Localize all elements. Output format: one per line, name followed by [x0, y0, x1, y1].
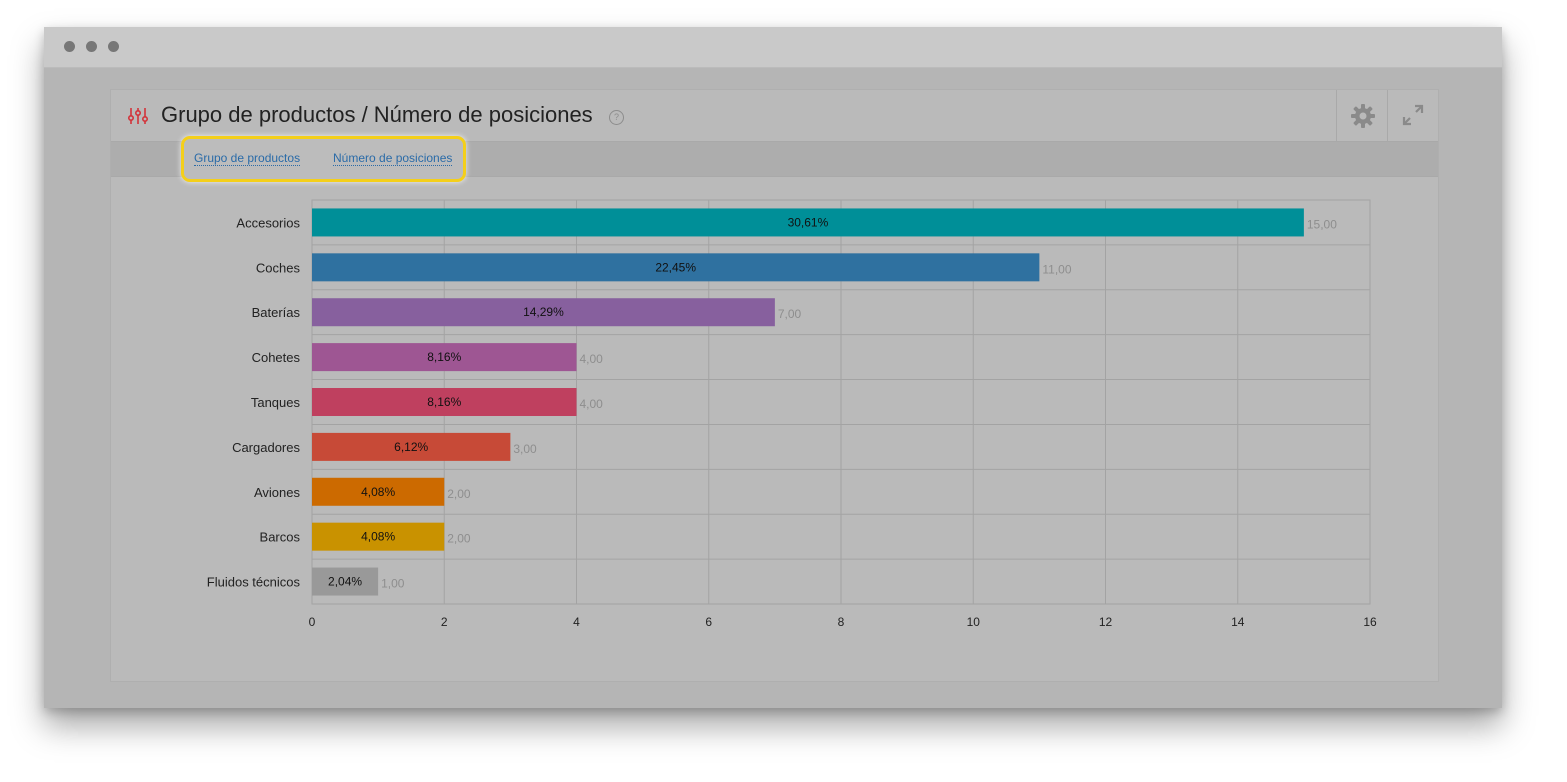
bar-percent-label: 2,04%: [328, 575, 362, 589]
window-titlebar: [44, 27, 1502, 68]
category-label: Aviones: [254, 485, 301, 500]
bar-value-label: 2,00: [447, 532, 471, 546]
x-tick-label: 2: [441, 615, 448, 629]
bar-percent-label: 22,45%: [655, 260, 696, 274]
bar: [312, 208, 1304, 237]
bar-value-label: 3,00: [513, 442, 537, 456]
tab-grupo-de-productos[interactable]: Grupo de productos: [194, 151, 301, 166]
bar-percent-label: 30,61%: [788, 215, 829, 229]
window-maximize-dot[interactable]: [108, 41, 119, 52]
bar-value-label: 2,00: [447, 487, 471, 501]
bar-percent-label: 8,16%: [427, 395, 461, 409]
category-label: Cargadores: [232, 440, 300, 455]
bar-percent-label: 4,08%: [361, 530, 395, 544]
bar-percent-label: 4,08%: [361, 485, 395, 499]
bar-value-label: 1,00: [381, 577, 405, 591]
tab-highlight: Grupo de productos Número de posiciones: [181, 136, 466, 182]
bar-percent-label: 8,16%: [427, 350, 461, 364]
x-tick-label: 8: [838, 615, 845, 629]
gear-icon: [1351, 104, 1375, 128]
expand-button[interactable]: [1387, 90, 1438, 141]
x-tick-label: 14: [1231, 615, 1245, 629]
bar: [312, 343, 577, 372]
bar: [312, 388, 577, 416]
bar: [312, 567, 379, 596]
x-tick-label: 0: [309, 615, 316, 629]
x-tick-label: 4: [573, 615, 580, 629]
chart-panel: Grupo de productos / Número de posicione…: [110, 89, 1439, 682]
category-label: Fluidos técnicos: [207, 575, 301, 590]
bar: [312, 253, 1040, 282]
bar-value-label: 7,00: [778, 307, 802, 321]
bar-chart: 0 2 4 6 8 10 12 14 16 Accesorios 30,61% 15,00 Coches…: [207, 199, 1377, 629]
category-label: Accesorios: [236, 215, 300, 230]
bar: [312, 522, 445, 551]
category-label: Coches: [256, 260, 301, 275]
category-label: Cohetes: [252, 350, 301, 365]
bar-percent-label: 6,12%: [394, 440, 428, 454]
expand-icon: [1402, 104, 1424, 126]
bar-value-label: 4,00: [580, 352, 604, 366]
bar: [312, 477, 445, 506]
window-minimize-dot[interactable]: [86, 41, 97, 52]
sliders-icon[interactable]: [127, 106, 149, 126]
panel-title: Grupo de productos / Número de posicione…: [161, 102, 593, 127]
panel-header: Grupo de productos / Número de posicione…: [111, 90, 1438, 142]
app-window: Grupo de productos / Número de posicione…: [44, 27, 1502, 708]
x-tick-label: 10: [967, 615, 981, 629]
bar-percent-label: 14,29%: [523, 305, 564, 319]
settings-button[interactable]: [1336, 90, 1387, 141]
tab-numero-de-posiciones[interactable]: Número de posiciones: [333, 151, 453, 166]
category-label: Barcos: [260, 530, 301, 545]
window-close-dot[interactable]: [64, 41, 75, 52]
category-label: Tanques: [251, 395, 301, 410]
question-circle-icon[interactable]: ?: [609, 110, 624, 125]
bar-value-label: 4,00: [580, 397, 604, 411]
category-label: Baterías: [252, 305, 301, 320]
bar-value-label: 15,00: [1307, 217, 1337, 231]
bar: [312, 432, 511, 461]
x-tick-label: 16: [1363, 615, 1377, 629]
bar-value-label: 11,00: [1042, 262, 1071, 276]
x-tick-label: 6: [705, 615, 712, 629]
x-tick-label: 12: [1099, 615, 1113, 629]
bar: [312, 298, 775, 327]
